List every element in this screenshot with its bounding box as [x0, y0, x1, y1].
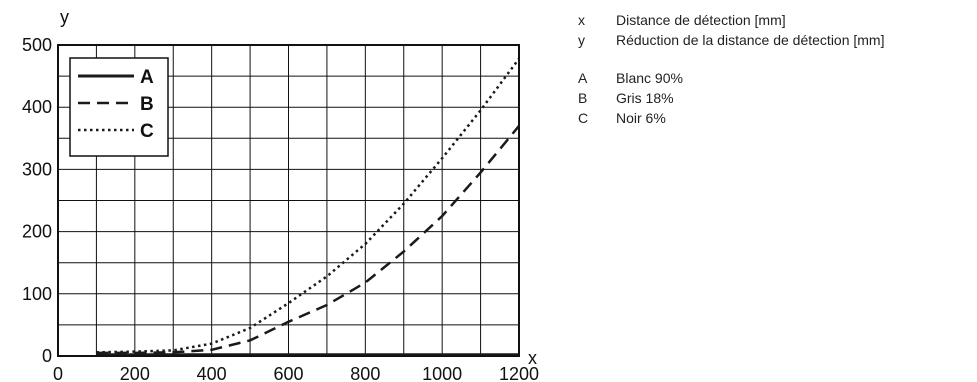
x-tick-label: 600 [273, 364, 303, 382]
x-axis-label: x [528, 348, 537, 368]
note-text: Gris 18% [616, 90, 674, 106]
note-a: A Blanc 90% [578, 68, 885, 88]
note-key: A [578, 70, 588, 86]
note-key: B [578, 90, 588, 106]
x-tick-label: 800 [350, 364, 380, 382]
x-tick-label: 200 [120, 364, 150, 382]
note-key: C [578, 110, 589, 126]
legend-label-b: B [140, 94, 154, 115]
note-text: Noir 6% [616, 110, 666, 126]
y-axis-label: y [60, 7, 69, 27]
grid [58, 45, 519, 356]
x-tick-label: 400 [197, 364, 227, 382]
legend-label-a: A [140, 67, 154, 88]
y-tick-label: 200 [22, 222, 52, 242]
x-tick-label: 1200 [499, 364, 539, 382]
note-b: B Gris 18% [578, 88, 885, 108]
note-key: y [578, 32, 585, 48]
note-x: x Distance de détection [mm] [578, 10, 885, 30]
y-tick-label: 0 [42, 346, 52, 366]
plot-frame [57, 44, 520, 357]
note-y: y Réduction de la distance de détection … [578, 30, 885, 50]
y-tick-label: 300 [22, 159, 52, 179]
tick-labels: 0 200 400 600 800 1000 1200 0 100 200 300 400 500 [22, 35, 539, 382]
legend-notes: x Distance de détection [mm] y Réduction… [578, 10, 885, 128]
note-key: x [578, 12, 585, 28]
legend-label-c: C [140, 121, 154, 142]
y-tick-label: 400 [22, 97, 52, 117]
note-c: C Noir 6% [578, 108, 885, 128]
legend: ABC [69, 57, 169, 157]
y-tick-label: 500 [22, 35, 52, 55]
note-text: Distance de détection [mm] [616, 12, 786, 28]
x-tick-label: 1000 [422, 364, 462, 382]
legend-box [69, 57, 169, 157]
note-text: Blanc 90% [616, 70, 683, 86]
y-tick-label: 100 [22, 284, 52, 304]
note-text: Réduction de la distance de détection [m… [616, 32, 885, 48]
series-line-b [96, 125, 520, 355]
x-tick-label: 0 [53, 364, 63, 382]
series-layer [96, 57, 521, 357]
